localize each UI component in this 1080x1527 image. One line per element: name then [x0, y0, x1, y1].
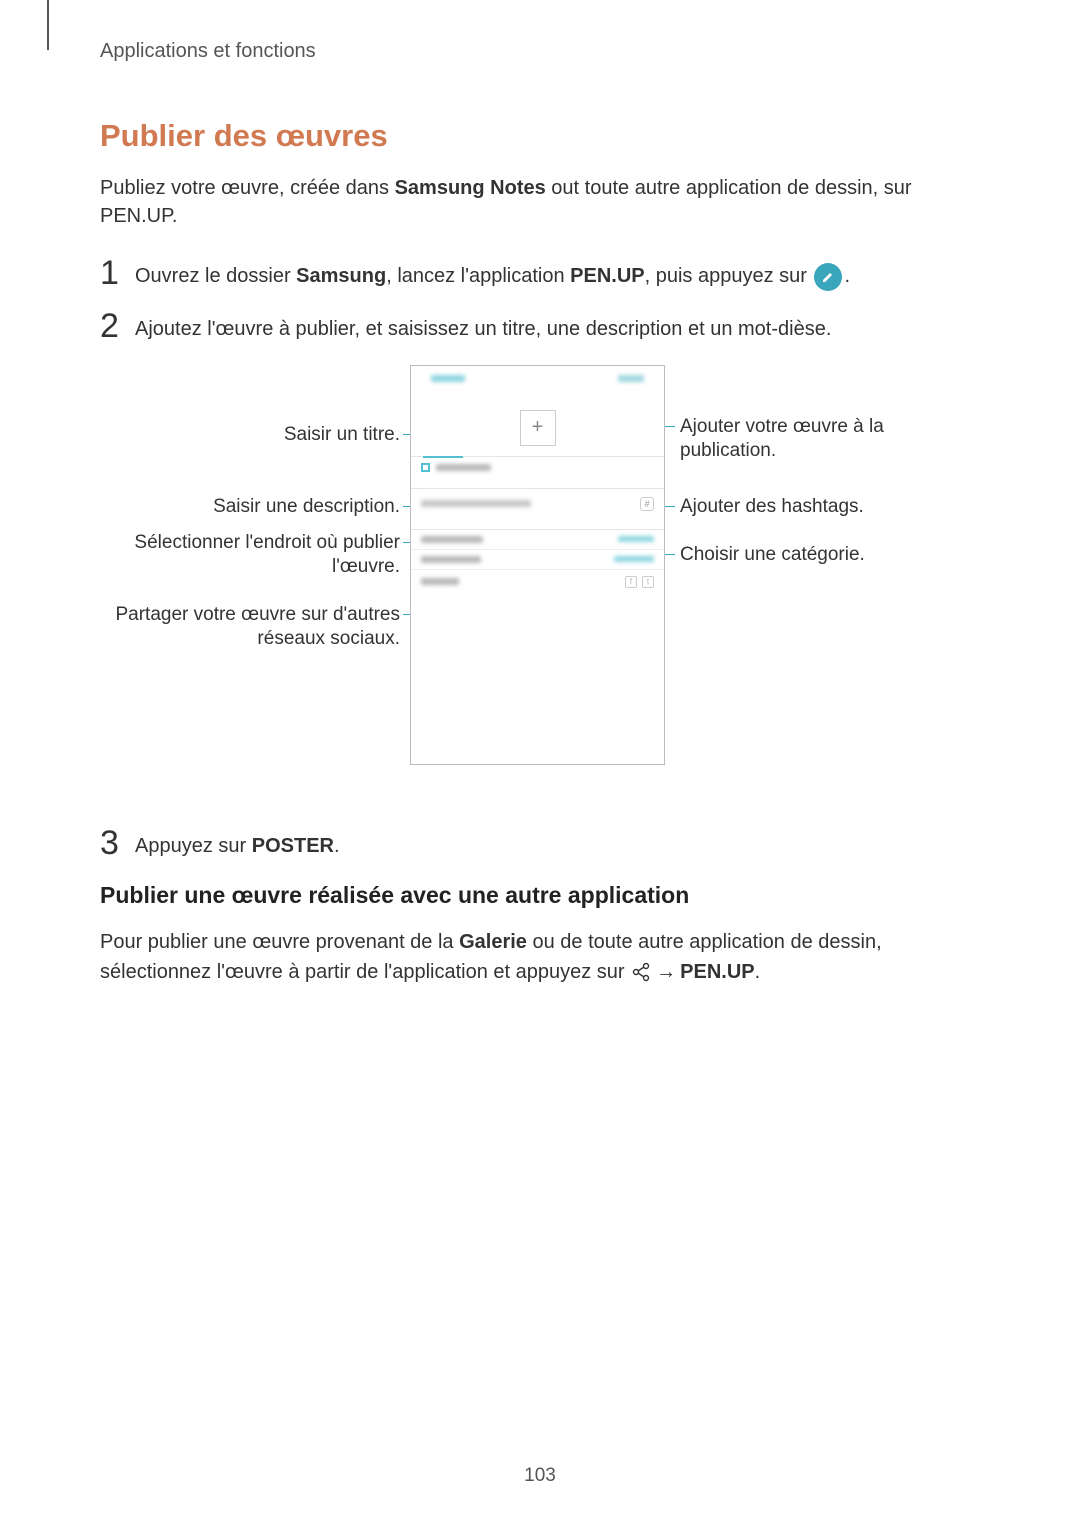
page-content: Applications et fonctions Publier des œu…	[0, 0, 1080, 987]
step-3: 3 Appuyez sur POSTER.	[100, 830, 980, 860]
mock-row-label	[421, 556, 481, 563]
p2-p3: .	[755, 961, 761, 983]
mock-row-value	[618, 536, 654, 542]
step-2: 2 Ajoutez l'œuvre à publier, et saisisse…	[100, 313, 980, 343]
mock-row-value	[614, 556, 654, 562]
step-number-1: 1	[100, 256, 135, 290]
step-list-cont: 3 Appuyez sur POSTER.	[100, 830, 980, 860]
s3-b1: POSTER	[252, 835, 334, 857]
l4b: réseaux sociaux.	[257, 628, 400, 649]
s1-p2: , lancez l'application	[386, 265, 570, 287]
page-title: Publier des œuvres	[100, 118, 980, 154]
s1-b1: Samsung	[296, 265, 386, 287]
hashtag-icon: #	[640, 497, 654, 511]
r1b: publication.	[680, 440, 776, 461]
social-icons: f t	[625, 576, 654, 588]
diagram: Saisir un titre. Saisir une description.…	[100, 365, 980, 795]
add-artwork-button[interactable]: +	[520, 410, 556, 446]
mock-desc-placeholder	[421, 500, 531, 507]
step-2-text: Ajoutez l'œuvre à publier, et saisissez …	[135, 313, 831, 343]
step-number-3: 3	[100, 826, 135, 860]
mock-cancel-label	[431, 375, 465, 382]
intro-text: Publiez votre œuvre, créée dans Samsung …	[100, 174, 980, 230]
s3-p2: .	[334, 835, 340, 857]
checkbox-icon	[421, 463, 430, 472]
mock-post-label	[618, 375, 644, 382]
step-number-2: 2	[100, 309, 135, 343]
s1-b2: PEN.UP	[570, 265, 644, 287]
mock-collection-row	[411, 530, 664, 550]
p2-p1: Pour publier une œuvre provenant de la	[100, 931, 459, 953]
mock-row-label	[421, 536, 483, 543]
sub-heading: Publier une œuvre réalisée avec une autr…	[100, 882, 980, 909]
mock-category-row	[411, 550, 664, 570]
p2-b2: PEN.UP	[680, 961, 754, 983]
r1a: Ajouter votre œuvre à la	[680, 416, 884, 437]
step-list: 1 Ouvrez le dossier Samsung, lancez l'ap…	[100, 260, 980, 343]
label-add-artwork: Ajouter votre œuvre à la publication.	[680, 415, 884, 464]
label-title: Saisir un titre.	[284, 423, 400, 448]
intro-pre: Publiez votre œuvre, créée dans	[100, 177, 395, 199]
facebook-icon: f	[625, 576, 637, 588]
margin-line	[47, 0, 49, 50]
label-hashtags: Ajouter des hashtags.	[680, 495, 864, 520]
l3b: l'œuvre.	[332, 556, 400, 577]
step-1: 1 Ouvrez le dossier Samsung, lancez l'ap…	[100, 260, 980, 291]
s3-p1: Appuyez sur	[135, 835, 252, 857]
accent-line	[423, 456, 463, 458]
mock-share-label	[421, 578, 459, 585]
label-description: Saisir une description.	[213, 495, 400, 520]
l4a: Partager votre œuvre sur d'autres	[115, 604, 400, 625]
phone-mockup: + # f	[410, 365, 665, 765]
mock-topbar	[411, 366, 664, 392]
s1-p1: Ouvrez le dossier	[135, 265, 296, 287]
compose-icon	[814, 263, 842, 291]
twitter-icon: t	[642, 576, 654, 588]
s1-p4: .	[844, 265, 850, 287]
mock-share-row: f t	[411, 570, 664, 594]
page-number: 103	[524, 1465, 556, 1487]
l3a: Sélectionner l'endroit où publier	[134, 532, 400, 553]
share-icon	[630, 961, 652, 983]
step-1-text: Ouvrez le dossier Samsung, lancez l'appl…	[135, 260, 850, 291]
mock-desc-row: #	[411, 489, 664, 519]
mock-title-row	[411, 457, 664, 478]
step-3-text: Appuyez sur POSTER.	[135, 830, 340, 860]
intro-bold: Samsung Notes	[395, 177, 546, 199]
s1-p3: , puis appuyez sur	[645, 265, 813, 287]
p2-b1: Galerie	[459, 931, 527, 953]
label-collection: Sélectionner l'endroit où publier l'œuvr…	[134, 531, 400, 580]
mock-title-placeholder	[436, 464, 491, 471]
para-other-app: Pour publier une œuvre provenant de la G…	[100, 927, 980, 987]
label-share: Partager votre œuvre sur d'autres réseau…	[115, 603, 400, 652]
arrow-icon: →	[656, 961, 676, 983]
breadcrumb: Applications et fonctions	[100, 40, 980, 63]
label-category: Choisir une catégorie.	[680, 543, 865, 568]
